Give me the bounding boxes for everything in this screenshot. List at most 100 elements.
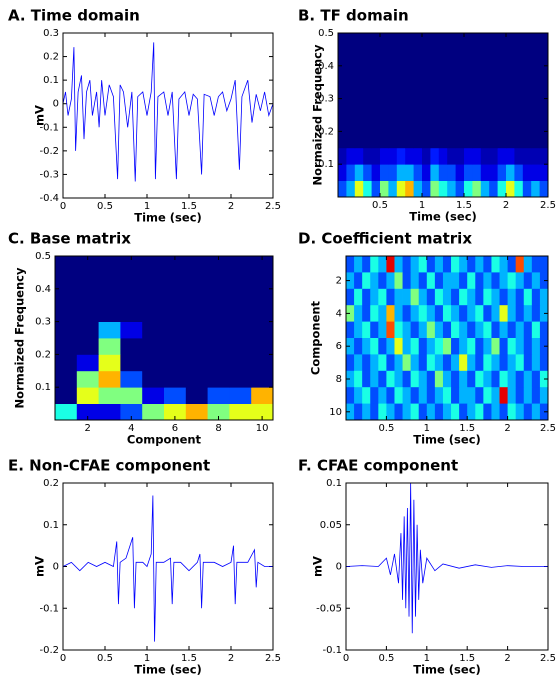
heat-cell [514, 131, 524, 149]
heat-cell [76, 288, 99, 306]
heat-cell [507, 256, 517, 273]
heat-cell [386, 370, 395, 388]
heat-cell [514, 65, 524, 83]
heat-cell [346, 272, 355, 290]
heat-cell [394, 256, 403, 273]
heat-cell [531, 321, 541, 339]
heat-cell [396, 180, 406, 198]
heat-cell [539, 65, 549, 83]
heat-cell [467, 338, 476, 355]
heat-cell [438, 65, 448, 83]
heat-cell [422, 164, 431, 181]
heat-cell [370, 403, 379, 421]
heat-cell [480, 33, 490, 50]
heat-cell [371, 49, 381, 67]
heat-cell [370, 305, 379, 322]
heat-cell [413, 131, 423, 149]
heat-cell [515, 288, 525, 306]
heat-cell [386, 338, 395, 355]
heat-cell [539, 131, 549, 149]
heat-cell [338, 147, 347, 165]
heat-cell [394, 354, 403, 372]
heat-cell [405, 82, 414, 99]
heat-cell [422, 131, 431, 149]
heat-cell [346, 256, 355, 273]
x-tick-label: 0 [60, 201, 66, 212]
heat-cell [354, 403, 363, 421]
heat-cell [229, 288, 252, 306]
y-axis-label: Normaized Frequency [311, 44, 325, 185]
heat-cell [455, 180, 465, 198]
heat-cell [363, 147, 372, 165]
y-tick-label: 2 [336, 276, 342, 287]
heat-cell [380, 82, 389, 99]
heat-cell [472, 65, 482, 83]
heat-cell [362, 321, 371, 339]
panel-title: A. Time domain [8, 7, 140, 25]
heat-cell [522, 49, 532, 67]
heat-cell [370, 321, 379, 339]
heat-cell [413, 65, 423, 83]
heat-cell [426, 305, 436, 322]
heat-cell [506, 147, 515, 165]
heat-cell [396, 164, 406, 181]
heat-cell [142, 370, 165, 388]
heat-cell [354, 131, 364, 149]
heat-cell [539, 180, 549, 198]
heat-cell [483, 403, 492, 421]
heat-cell [185, 387, 208, 404]
y-axis-label: Component [309, 300, 323, 375]
heat-cell [451, 288, 460, 306]
heat-cell [396, 115, 406, 132]
heat-cell [229, 321, 252, 339]
heat-cell [370, 272, 379, 290]
heat-cell [418, 338, 428, 355]
heat-cell [531, 387, 541, 404]
axes-frame [337, 32, 549, 198]
heat-cell [185, 403, 208, 421]
heat-cell [354, 33, 364, 50]
heat-cell [185, 370, 208, 388]
heat-cell [472, 131, 482, 149]
heat-cell [531, 256, 541, 273]
heat-cell [386, 305, 395, 322]
heat-cell [515, 321, 525, 339]
heat-cell [499, 387, 508, 404]
x-tick-label: 0.5 [97, 653, 113, 664]
heat-cell [507, 387, 517, 404]
heat-cell [451, 321, 460, 339]
heat-cell [251, 256, 274, 273]
heat-cell [434, 403, 444, 421]
y-tick-label: -0.2 [39, 146, 59, 157]
heat-cell [472, 49, 482, 67]
heat-cell [354, 272, 363, 290]
heat-cell [386, 403, 395, 421]
heat-cell [371, 82, 381, 99]
x-tick-label: 0.5 [378, 653, 394, 664]
axes-frame [345, 482, 549, 651]
heat-cell [418, 272, 428, 290]
heat-cell [142, 338, 165, 355]
heat-cell [410, 288, 420, 306]
heat-cell [475, 305, 484, 322]
heat-cell [447, 147, 456, 165]
heat-cell [522, 115, 532, 132]
heat-cell [531, 354, 541, 372]
heat-cell [442, 338, 452, 355]
heat-cell [430, 65, 440, 83]
heat-cell [442, 305, 452, 322]
heat-cell [371, 115, 381, 132]
heat-cell [346, 387, 355, 404]
heat-cell [539, 98, 549, 116]
heat-cell [489, 115, 498, 132]
heat-cell [506, 82, 515, 99]
heat-cell [402, 403, 412, 421]
heat-cell [378, 338, 387, 355]
heat-cell [523, 321, 533, 339]
heat-cell [489, 98, 498, 116]
heat-cell [402, 338, 412, 355]
x-tick-label: 0 [343, 653, 349, 664]
heat-cell [459, 387, 468, 404]
heat-cell [362, 305, 371, 322]
heat-cell [229, 305, 252, 322]
